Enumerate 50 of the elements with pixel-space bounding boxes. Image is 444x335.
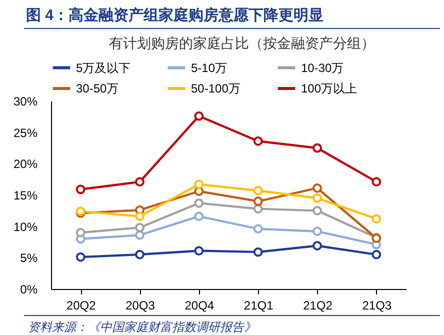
point — [135, 250, 144, 260]
point — [253, 186, 263, 196]
point — [76, 184, 86, 194]
legend-label: 10-30万 — [301, 60, 344, 75]
point — [194, 198, 204, 208]
point — [253, 196, 263, 206]
point — [372, 250, 382, 260]
point — [135, 230, 144, 240]
y-tick-label: 5% — [20, 251, 38, 266]
x-tick-label: 20Q3 — [126, 298, 156, 312]
y-tick-label: 0% — [20, 282, 38, 296]
text: 资料来源：《中国家庭财富指数调研报告》 — [24, 315, 440, 335]
point — [135, 222, 144, 232]
point — [194, 212, 204, 222]
point — [253, 136, 263, 146]
point — [312, 193, 322, 203]
y-tick-label: 20% — [13, 157, 38, 172]
y-tick-label: 25% — [13, 126, 38, 140]
chart-title: 图 4：高金融资产组家庭购房意愿下降更明显 — [24, 0, 440, 29]
chart-subtitle: 有计划购房的家庭占比（按金融资产分组） — [108, 35, 376, 53]
point — [372, 177, 382, 187]
x-tick-label: 21Q3 — [362, 298, 392, 312]
point — [253, 224, 263, 234]
point — [135, 177, 144, 187]
point — [312, 226, 322, 236]
point — [312, 241, 322, 250]
x-tick-label: 21Q2 — [303, 298, 333, 312]
point — [76, 228, 86, 238]
point — [253, 204, 263, 214]
legend-label: 30-50万 — [76, 82, 119, 96]
legend-label: 50-100万 — [191, 82, 240, 96]
point — [253, 247, 263, 257]
y-tick-label: 10% — [13, 220, 38, 234]
point — [194, 111, 204, 121]
legend-label: 5万及以下 — [76, 60, 131, 75]
x-tick-label: 20Q4 — [184, 298, 214, 312]
legend-label: 5-10万 — [191, 60, 228, 75]
point — [312, 183, 322, 193]
point — [312, 143, 322, 153]
point — [312, 206, 322, 216]
point — [135, 212, 144, 222]
point — [372, 214, 382, 224]
x-tick-label: 20Q2 — [66, 298, 96, 312]
point — [194, 180, 204, 190]
x-tick-label: 21Q1 — [244, 298, 274, 312]
point — [76, 252, 86, 262]
y-tick-label: 15% — [13, 188, 38, 202]
legend-label: 100万以上 — [301, 82, 358, 96]
y-tick-label: 30% — [13, 94, 38, 108]
point — [194, 246, 204, 256]
